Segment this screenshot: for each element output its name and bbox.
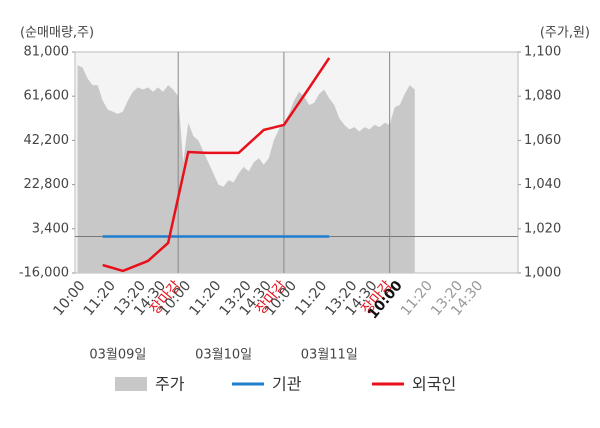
y-axis-label: (순매매량,주) [20, 26, 94, 41]
date-label: 03월10일 [195, 348, 252, 363]
y2-tick-label: 1,080 [524, 89, 561, 104]
x-tick-label: 11:20 [81, 278, 119, 319]
legend-swatch [115, 377, 147, 391]
legend-label: 기관 [272, 375, 302, 394]
y2-tick-label: 1,000 [524, 266, 561, 281]
y-tick-label: -16,000 [19, 266, 69, 281]
y-tick-label: 22,800 [24, 177, 70, 192]
date-label: 03월09일 [89, 348, 146, 363]
date-label: 03월11일 [301, 348, 358, 363]
price-area [77, 65, 415, 273]
x-tick-label: 11:20 [186, 278, 224, 319]
y-tick-label: 61,600 [24, 89, 70, 104]
y2-tick-label: 1,060 [524, 133, 561, 148]
x-tick-label: 11:20 [292, 278, 330, 319]
y2-tick-label: 1,020 [524, 221, 561, 236]
legend-label: 주가 [155, 375, 185, 394]
y2-tick-label: 1,040 [524, 177, 561, 192]
y2-tick-label: 1,100 [524, 45, 561, 60]
y-tick-label: 42,200 [24, 133, 70, 148]
series-line [102, 57, 331, 273]
y-tick-label: 3,400 [32, 221, 69, 236]
x-tick-label: 10:00 [50, 278, 88, 319]
y2-axis-label: (주가,원) [540, 26, 590, 41]
x-tick-label: 11:20 [398, 278, 436, 319]
y-tick-label: 81,000 [24, 45, 70, 60]
legend-label: 외국인 [412, 375, 456, 394]
